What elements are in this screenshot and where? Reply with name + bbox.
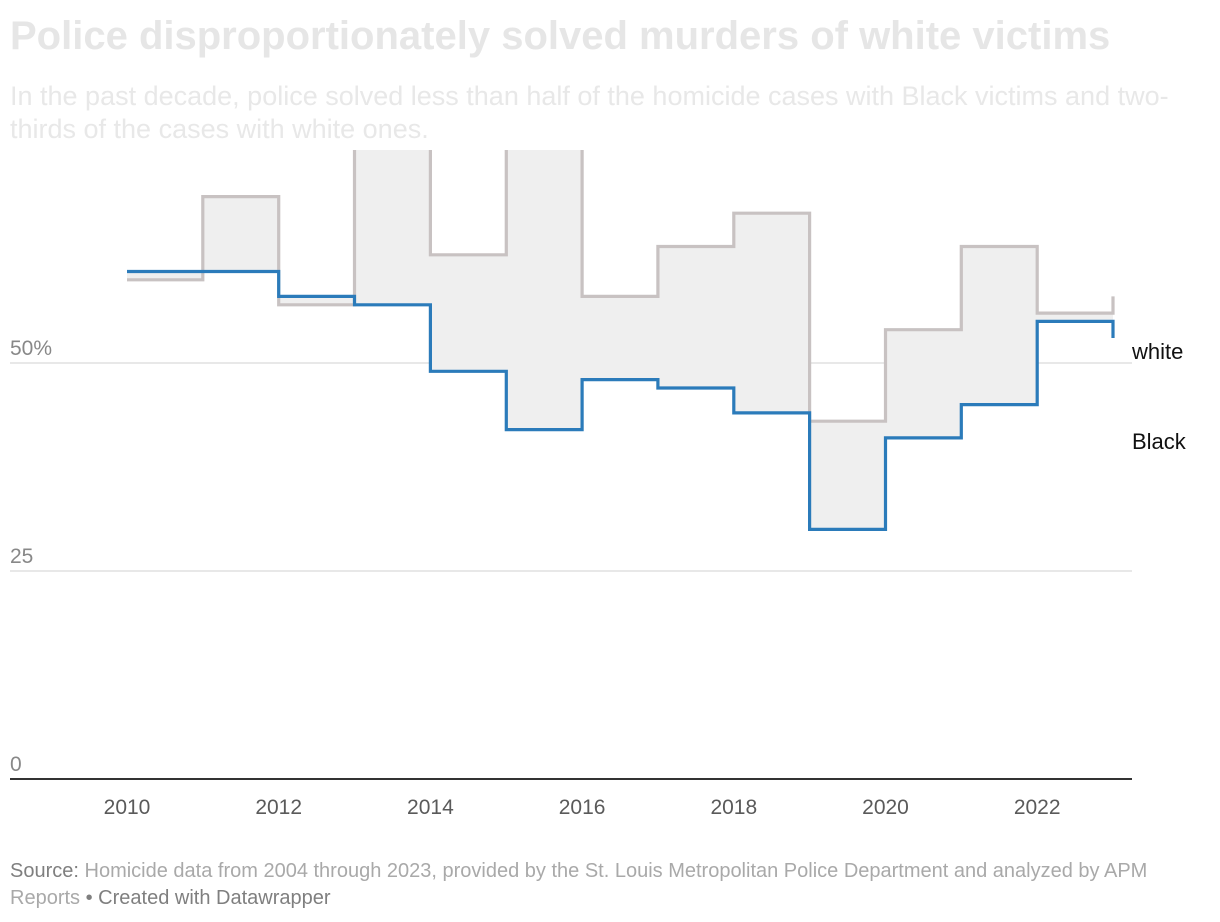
datawrapper-credit: Created with Datawrapper	[98, 887, 331, 909]
y-tick-label: 25	[10, 545, 33, 568]
footer-separator: •	[85, 887, 93, 909]
series-line-black	[127, 269, 1115, 531]
series-lines	[127, 150, 1115, 531]
x-tick-labels: 2010 2012 2014 2016 2018 2020 2022	[104, 796, 1061, 819]
source-label: Source:	[10, 860, 79, 882]
x-tick-label: 2010	[104, 796, 151, 819]
y-tick-label: 50%	[10, 337, 52, 360]
x-tick-label: 2020	[862, 796, 909, 819]
source-text: Homicide data from 2004 through 2023, pr…	[10, 860, 1148, 909]
series-labels: white Black	[1131, 339, 1187, 454]
x-tick-label: 2022	[1014, 796, 1061, 819]
gap-area	[127, 150, 1113, 530]
x-tick-label: 2014	[407, 796, 454, 819]
x-tick-label: 2016	[559, 796, 606, 819]
y-tick-label: 0	[10, 753, 22, 776]
series-line-white	[127, 150, 1115, 423]
chart-subtitle: In the past decade, police solved less t…	[10, 81, 1169, 144]
x-tick-label: 2018	[710, 796, 757, 819]
homicide-clearance-step-chart: 0 25 50% 2010 2012 2014 2016 2018 2020 2022 whit…	[10, 150, 1187, 819]
footer: Source: Homicide data from 2004 through …	[10, 858, 1210, 912]
x-tick-label: 2012	[255, 796, 302, 819]
series-label-white: white	[1131, 339, 1183, 364]
chart-title: Police disproportionately solved murders…	[10, 14, 1111, 58]
series-label-black: Black	[1132, 429, 1187, 454]
